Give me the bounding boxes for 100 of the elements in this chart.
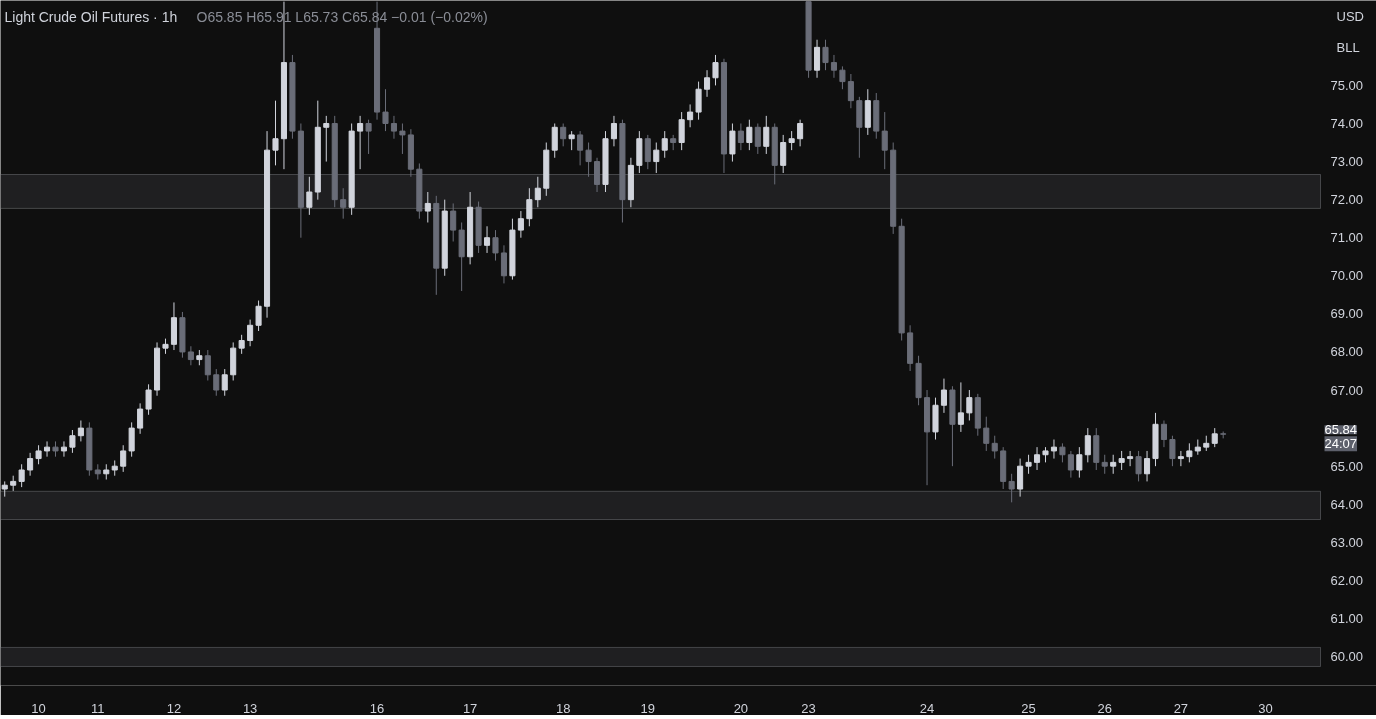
y-tick-label: 64.00 (1330, 496, 1364, 512)
x-tick-label: 26 (1097, 700, 1112, 716)
candlestick (1084, 427, 1091, 463)
candlestick (390, 115, 397, 140)
candlestick (1034, 446, 1041, 471)
candlestick (704, 69, 711, 98)
candlestick (424, 191, 431, 223)
candlestick (729, 122, 736, 163)
candlestick (221, 368, 228, 397)
candlestick (238, 334, 245, 355)
y-tick-label: 65.00 (1330, 458, 1364, 474)
candlestick (1186, 442, 1193, 463)
candlestick (644, 134, 651, 170)
candlestick (500, 244, 507, 284)
candlestick (1144, 450, 1151, 482)
candlestick (1059, 442, 1066, 463)
candlestick (484, 225, 491, 254)
x-tick-label: 27 (1173, 700, 1189, 716)
text: Light Crude Oil Futures · 1h (4, 8, 178, 25)
y-tick-label: 60.00 (1330, 649, 1364, 665)
candlestick (1110, 454, 1117, 475)
candlestick (1101, 454, 1108, 475)
y-tick-label: 69.00 (1330, 306, 1364, 322)
text: 65.84 (1324, 422, 1358, 438)
x-tick-label: 24 (919, 700, 935, 716)
candlestick (357, 115, 364, 170)
candlestick (661, 130, 668, 159)
candlestick (1076, 446, 1083, 479)
candlestick (145, 383, 152, 416)
candlestick (678, 111, 685, 151)
candlestick (746, 119, 753, 151)
y-tick-label: 67.00 (1330, 382, 1364, 398)
candlestick (1135, 450, 1142, 482)
x-tick-label: 18 (555, 700, 571, 716)
candlestick (940, 378, 947, 414)
candlestick (187, 345, 194, 366)
candlestick (27, 452, 34, 477)
candlestick (830, 54, 837, 79)
candlestick (247, 319, 254, 347)
text: BLL (1336, 40, 1360, 55)
candlestick (847, 73, 854, 109)
candlestick (306, 176, 313, 216)
candlestick (365, 119, 372, 155)
x-tick-label: 12 (166, 700, 182, 716)
candlestick (323, 115, 330, 163)
candlestick (737, 122, 744, 151)
x-tick-label: 19 (640, 700, 656, 716)
y-tick-label: 73.00 (1330, 154, 1364, 170)
candlestick (1067, 450, 1074, 479)
candlestick (788, 130, 795, 151)
candlestick (653, 142, 660, 174)
candlestick (822, 39, 829, 71)
candlestick (610, 115, 617, 147)
candlestick (1050, 439, 1057, 460)
candlestick (1177, 450, 1184, 467)
y-tick-label: 71.00 (1330, 230, 1364, 246)
candlestick (712, 54, 719, 86)
candlestick (60, 440, 67, 458)
candlestick (44, 440, 51, 458)
candlestick (839, 65, 846, 90)
candlestick (35, 444, 42, 465)
candlestick (568, 130, 575, 151)
candlestick (204, 349, 211, 382)
x-tick-label: 17 (462, 700, 478, 716)
candlestick (1025, 454, 1032, 475)
candlestick (77, 419, 84, 442)
candlestick (450, 202, 457, 243)
candlestick (687, 103, 694, 128)
y-tick-label: 74.00 (1330, 115, 1364, 131)
candlestick (1118, 450, 1125, 471)
x-tick-label: 13 (242, 700, 258, 716)
candlestick (1127, 450, 1134, 467)
candlestick (797, 119, 804, 147)
candlestick (517, 210, 524, 239)
y-tick-label: 62.00 (1330, 572, 1364, 588)
candlestick (983, 416, 990, 452)
candlestick (966, 389, 973, 421)
candlestick (534, 176, 541, 208)
candlestick (780, 134, 787, 174)
candlestick (213, 368, 220, 397)
candlestick (1008, 473, 1015, 503)
candlestick (128, 421, 135, 458)
candlestick (18, 463, 25, 488)
x-tick-label: 11 (91, 700, 105, 716)
candlestick (957, 381, 964, 433)
candlestick (594, 157, 601, 193)
candlestick (1169, 435, 1176, 467)
candlestick (69, 429, 76, 454)
candlestick (695, 81, 702, 121)
candlestick (814, 39, 821, 79)
text: 24:07 (1324, 436, 1358, 452)
y-tick-label: 68.00 (1330, 344, 1364, 360)
x-tick-label: 23 (801, 700, 816, 716)
x-tick-label: 25 (1021, 700, 1036, 716)
candlestick (1017, 458, 1024, 498)
candlestick (526, 187, 533, 227)
candlestick (340, 187, 347, 220)
candlestick (881, 111, 888, 170)
candlestick (754, 122, 761, 155)
y-tick-label: 72.00 (1330, 192, 1364, 208)
